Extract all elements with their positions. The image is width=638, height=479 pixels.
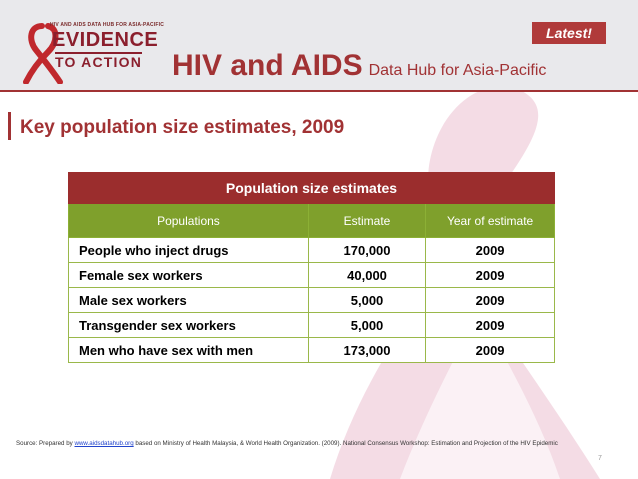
page-number: 7 [598,455,602,462]
column-header-estimate: Estimate [307,203,427,238]
source-note: Source: Prepared by www.aidsdatahub.org … [16,439,616,448]
logo-evidence-text: EVIDENCE [52,29,159,51]
logo-to-action-text: TO ACTION [55,52,143,70]
column-header-populations: Populations [68,203,309,238]
cell-population: Transgender sex workers [68,312,309,338]
cell-estimate: 5,000 [307,312,427,338]
brand-title-main: HIV and AIDS [172,49,363,82]
population-table: Population size estimates Populations Es… [68,172,555,363]
page-title: Key population size estimates, 2009 [20,117,345,138]
cell-population: Male sex workers [68,287,309,313]
cell-estimate: 40,000 [307,262,427,288]
table-row: Male sex workers 5,000 2009 [68,287,555,313]
cell-estimate: 5,000 [307,287,427,313]
cell-estimate: 173,000 [307,337,427,363]
table-row: Transgender sex workers 5,000 2009 [68,312,555,338]
red-ribbon-logo-icon [23,23,63,84]
cell-year: 2009 [425,287,555,313]
table-row: People who inject drugs 170,000 2009 [68,237,555,263]
table-row: Female sex workers 40,000 2009 [68,262,555,288]
source-prefix: Source: Prepared by [16,440,75,447]
brand-title-sub: Data Hub for Asia-Pacific [368,62,547,79]
cell-population: People who inject drugs [68,237,309,263]
title-accent-bar [8,112,11,140]
aidsdatahub-link[interactable]: www.aidsdatahub.org [74,440,134,447]
latest-badge[interactable]: Latest! [532,22,606,44]
cell-year: 2009 [425,237,555,263]
brand-title: HIV and AIDS Data Hub for Asia-Pacific [172,48,546,89]
logo-tagline: HIV AND AIDS DATA HUB FOR ASIA-PACIFIC [50,22,165,28]
table-row: Men who have sex with men 173,000 2009 [68,337,555,363]
cell-estimate: 170,000 [307,237,427,263]
column-header-year: Year of estimate [425,203,555,238]
cell-year: 2009 [425,337,555,363]
source-rest: based on Ministry of Health Malaysia, & … [133,440,558,447]
header-banner: HIV AND AIDS DATA HUB FOR ASIA-PACIFIC E… [0,0,638,92]
cell-population: Female sex workers [68,262,309,288]
cell-year: 2009 [425,262,555,288]
cell-population: Men who have sex with men [68,337,309,363]
table-caption: Population size estimates [68,172,555,204]
cell-year: 2009 [425,312,555,338]
